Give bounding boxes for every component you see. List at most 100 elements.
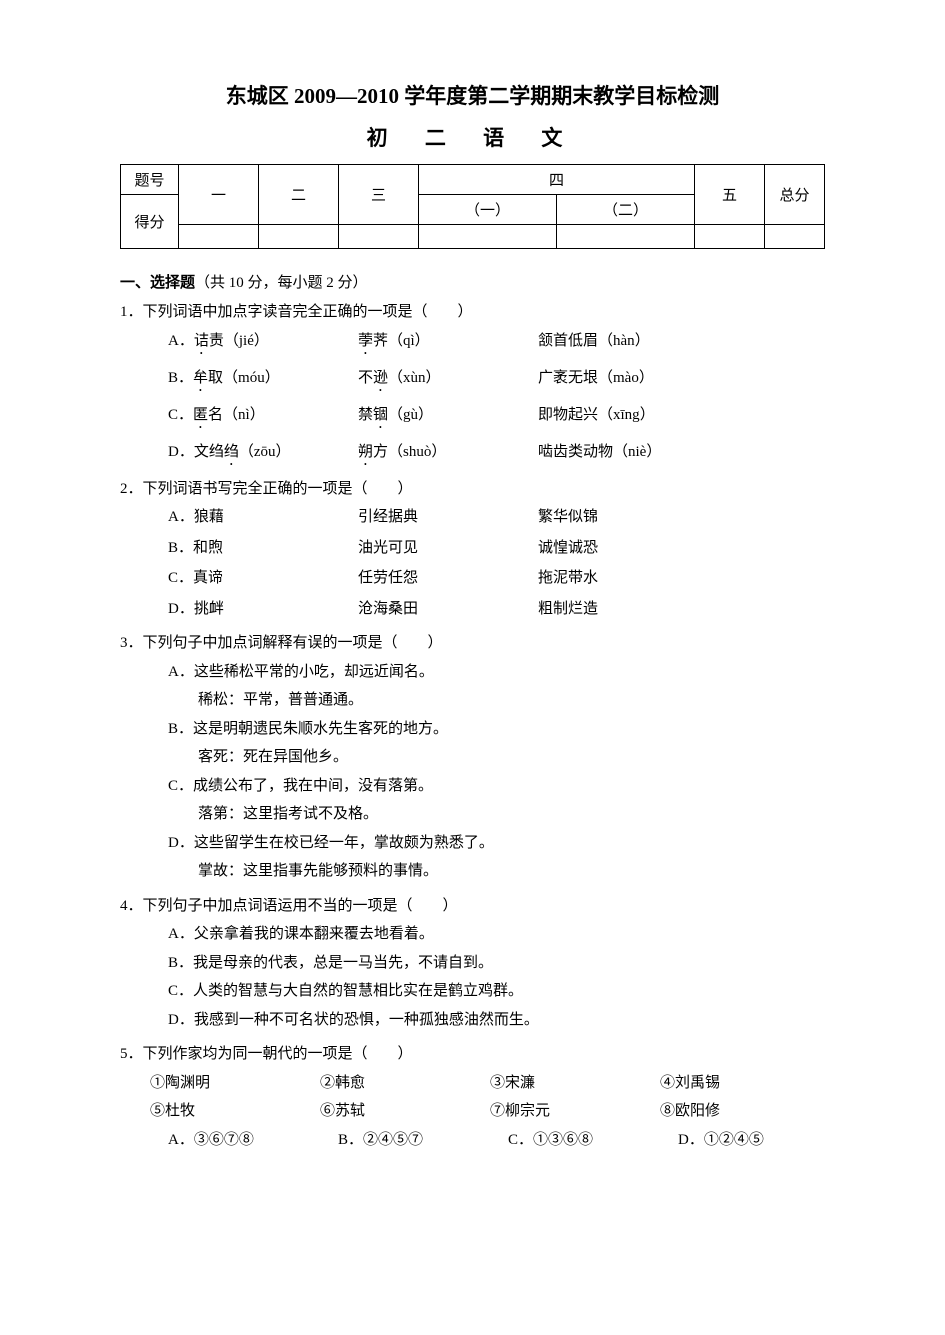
score-cell <box>419 225 557 249</box>
q1-a-c3post: ） <box>635 333 650 349</box>
q3-b-def: 客死：死在异国他乡。 <box>198 743 825 772</box>
q1-d-c1a: 文绉 <box>194 444 224 460</box>
def-pre: 客死： <box>198 749 243 765</box>
q1-c-c1a: 匿 <box>193 407 208 423</box>
q1-d-3: 啮齿类动物（niè） <box>538 438 758 469</box>
q1-d-c2dot: 朔 <box>358 444 373 460</box>
def-body: 平常，普普通通。 <box>243 692 363 708</box>
score-cell <box>339 225 419 249</box>
section-note: （共 10 分，每小题 2 分） <box>195 275 368 291</box>
th-3: 三 <box>339 165 419 225</box>
q4-d: D．我感到一种不可名状的恐惧，一种孤独感油然而生。 <box>168 1006 825 1035</box>
score-cell <box>179 225 259 249</box>
q2-a-3: 繁华似锦 <box>538 503 718 532</box>
q3-d: D．这些留学生在校已经一年，掌故颇为熟悉了。 <box>168 829 825 858</box>
q5-opt-d: D．①②④⑤ <box>678 1126 848 1155</box>
q2-b-3: 诚惶诚恐 <box>538 534 718 563</box>
q1-b-2: 不逊（xùn） <box>358 364 538 395</box>
q1-c-c2dot: 锢 <box>373 407 388 423</box>
q5-auth: ⑦柳宗元 <box>490 1097 660 1126</box>
def-pre: 稀松： <box>198 692 243 708</box>
q1-c-2: 禁锢（gù） <box>358 401 538 432</box>
opt-label: B． <box>168 370 193 386</box>
q1-a-c1b: 责（jié） <box>209 333 269 349</box>
q1-c-c1b: 名（nì） <box>208 407 265 423</box>
def-body: 这里指考试不及格。 <box>243 806 378 822</box>
q1-a-c2b: 荠（qì） <box>373 333 430 349</box>
opt-label: A． <box>168 333 194 349</box>
score-cell <box>695 225 765 249</box>
q1-d-c3post: ） <box>646 444 661 460</box>
q1-d-c2post: 方（shuò） <box>373 444 446 460</box>
q1-a-c1a: 诘 <box>194 333 209 349</box>
q2-c-2: 任劳任怨 <box>358 564 538 593</box>
q1-c-1: C．匿名（nì） <box>168 401 358 432</box>
q1-b-1: B．牟取（móu） <box>168 364 358 395</box>
q1-stem-pre: 1．下列词语中加点字读音完全正确的一项是（ <box>120 304 428 320</box>
q2-a-1: A．狼藉 <box>168 503 358 532</box>
q3-c: C．成绩公布了，我在中间，没有落第。 <box>168 772 825 801</box>
question-5: 5．下列作家均为同一朝代的一项是（ ） ①陶渊明 ②韩愈 ③宋濂 ④刘禹锡 ⑤杜… <box>120 1040 825 1154</box>
q2-b-2: 油光可见 <box>358 534 538 563</box>
def-body: 这里指事先能够预料的事情。 <box>243 863 438 879</box>
q1-b-c3pre: 广袤无垠（ <box>538 370 613 386</box>
opt-label: D． <box>168 444 194 460</box>
q1-b-c1b: 取（móu） <box>208 370 280 386</box>
def-body: 死在异国他乡。 <box>243 749 348 765</box>
q5-authors-1: ①陶渊明 ②韩愈 ③宋濂 ④刘禹锡 <box>150 1069 825 1098</box>
q2-d-3: 粗制烂造 <box>538 595 718 624</box>
q2-stem: 2．下列词语书写完全正确的一项是（ ） <box>120 475 825 504</box>
q5-stem: 5．下列作家均为同一朝代的一项是（ ） <box>120 1040 825 1069</box>
q2-c-1: C．真谛 <box>168 564 358 593</box>
q1-a-2: 荸荠（qì） <box>358 327 538 358</box>
section-label: 一、选择题 <box>120 275 195 291</box>
q1-b-3: 广袤无垠（mào） <box>538 364 758 395</box>
q1-d-2: 朔方（shuò） <box>358 438 538 469</box>
q5-auth: ⑤杜牧 <box>150 1097 320 1126</box>
th-5: 五 <box>695 165 765 225</box>
sub-4-1: （一） <box>419 195 557 225</box>
q3-a-def: 稀松：平常，普普通通。 <box>198 686 825 715</box>
opt-label: C． <box>168 407 193 423</box>
q1-d-c1dot: 绉 <box>224 444 239 460</box>
q1-b-c2a: 不 <box>358 370 373 386</box>
q3-c-def: 落第：这里指考试不及格。 <box>198 800 825 829</box>
def-pre: 掌故： <box>198 863 243 879</box>
score-cell <box>557 225 695 249</box>
th-4: 四 <box>419 165 695 195</box>
q1-a-c3pre: 颔首低眉（ <box>538 333 613 349</box>
th-1: 一 <box>179 165 259 225</box>
q5-authors-2: ⑤杜牧 ⑥苏轼 ⑦柳宗元 ⑧欧阳修 <box>150 1097 825 1126</box>
q1-b-c1a: 牟 <box>193 370 208 386</box>
q1-b-c2dot: 逊 <box>373 370 388 386</box>
table-row: 题号 一 二 三 四 五 总分 <box>121 165 825 195</box>
q1-a-c3dot: hàn <box>613 333 635 349</box>
q5-auth: ②韩愈 <box>320 1069 490 1098</box>
q1-a-1: A．诘责（jié） <box>168 327 358 358</box>
q4-stem: 4．下列句子中加点词语运用不当的一项是（ ） <box>120 892 825 921</box>
q1-d-c3dot: niè <box>628 444 646 460</box>
question-3: 3．下列句子中加点词解释有误的一项是（ ） A．这些稀松平常的小吃，却远近闻名。… <box>120 629 825 886</box>
section-1-header: 一、选择题（共 10 分，每小题 2 分） <box>120 271 825 292</box>
question-4: 4．下列句子中加点词语运用不当的一项是（ ） A．父亲拿着我的课本翻来覆去地看着… <box>120 892 825 1035</box>
q1-b-c2post: （xùn） <box>388 370 441 386</box>
q1-d-1: D．文绉绉（zōu） <box>168 438 358 469</box>
score-cell <box>259 225 339 249</box>
page-subtitle: 初 二 语 文 <box>120 122 825 152</box>
score-table: 题号 一 二 三 四 五 总分 得分 （一） （二） <box>120 164 825 249</box>
q4-b: B．我是母亲的代表，总是一马当先，不请自到。 <box>168 949 825 978</box>
q1-c-c3post: ） <box>640 407 655 423</box>
table-row <box>121 225 825 249</box>
q2-c-3: 拖泥带水 <box>538 564 718 593</box>
q1-stem: 1．下列词语中加点字读音完全正确的一项是（ ） <box>120 298 825 327</box>
q2-b-1: B．和煦 <box>168 534 358 563</box>
q1-b-c3post: ） <box>639 370 654 386</box>
q1-c-c2a: 禁 <box>358 407 373 423</box>
q1-d-c1post: （zōu） <box>239 444 291 460</box>
q1-c-c3pre: 即物起兴（ <box>538 407 613 423</box>
q3-b: B．这是明朝遗民朱顺水先生客死的地方。 <box>168 715 825 744</box>
blank <box>428 304 458 320</box>
page-title: 东城区 2009—2010 学年度第二学期期末教学目标检测 <box>120 80 825 110</box>
q1-options: A．诘责（jié） 荸荠（qì） 颔首低眉（hàn） B．牟取（móu） 不逊（… <box>168 327 825 469</box>
q5-opt-a: A．③⑥⑦⑧ <box>168 1126 338 1155</box>
